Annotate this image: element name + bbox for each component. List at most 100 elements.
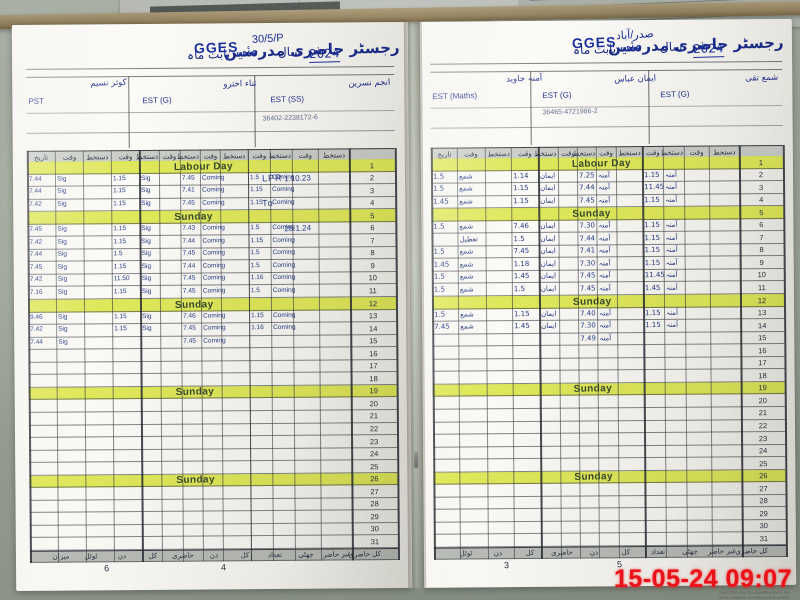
cell-value: آمنہ xyxy=(598,171,611,180)
cell-value: آمنہ xyxy=(599,321,612,330)
cell-value: آمنہ xyxy=(665,258,678,267)
left-staff-1-name: کوثر نسیم xyxy=(89,77,127,89)
row-number: 14 xyxy=(368,323,378,333)
cell-value: Sig xyxy=(57,275,67,283)
column-header-label: وقت xyxy=(599,148,614,158)
cell-value: آمنہ xyxy=(598,233,611,243)
cell-value: ایمان xyxy=(540,234,557,243)
summary-value: 6 xyxy=(103,563,109,574)
row-number: 30 xyxy=(370,524,379,534)
column-header-label: دستخط xyxy=(135,152,159,161)
summary-label: ٹوٹل xyxy=(84,552,98,561)
row-number: 1 xyxy=(758,157,764,167)
column-header-label: دستخط xyxy=(713,147,736,157)
left-year: 2024 xyxy=(309,46,341,64)
row-number: 9 xyxy=(370,261,375,271)
cell-value: 1.5 xyxy=(433,247,445,256)
cell-value: 1.15 xyxy=(113,237,127,245)
column-header-label: تاریخ xyxy=(34,153,49,162)
cell-value: آمنہ xyxy=(598,183,611,192)
row-number: 7 xyxy=(759,232,764,242)
cell-value: 1.15 xyxy=(644,220,661,230)
cell-value: 1.15 xyxy=(249,198,263,207)
cell-value: شمع xyxy=(460,285,474,294)
row-number: 3 xyxy=(369,185,375,195)
row-number: 9 xyxy=(759,258,764,268)
row-number: 27 xyxy=(370,486,379,496)
attendance-register: رجسٹر حاضری مدرسین بابت ماہ مئی سال 2024… xyxy=(6,18,797,592)
left-attendance-grid[interactable]: دستخط وقت دستخط وقت دستخط وقت دستخط وقت دستخط وقت… xyxy=(26,148,400,573)
summary-label: میزان xyxy=(52,552,70,561)
cell-value: آمنہ xyxy=(666,321,679,330)
camera-timestamp: 15-05-24 09:07 xyxy=(614,565,792,593)
cell-value: شمع xyxy=(459,197,474,206)
cell-value: 1.15 xyxy=(113,225,127,233)
row-number: 14 xyxy=(757,320,767,330)
row-number: 29 xyxy=(370,512,379,522)
row-note: LPR xyxy=(261,172,283,184)
cell-value: 1.15 xyxy=(513,184,530,193)
column-header-label: وقت xyxy=(464,149,479,159)
cell-value: Sig xyxy=(141,275,152,283)
cell-value: Sig xyxy=(141,249,152,258)
row-number: 16 xyxy=(758,345,767,355)
cell-value: Sig xyxy=(141,237,152,245)
right-school-code: GGES xyxy=(571,33,617,52)
cell-value: 7.45 xyxy=(182,324,196,333)
cell-value: 1.15 xyxy=(112,187,126,195)
column-header-label: دستخط xyxy=(223,151,246,161)
cell-value: 1.5 xyxy=(250,261,260,269)
cell-value: 1.15 xyxy=(644,258,661,267)
cell-value: Sig xyxy=(142,312,152,320)
cell-value: 7.44 xyxy=(182,237,195,245)
right-staff-2-cnic: 36465-4721986-2 xyxy=(542,107,598,117)
cell-value: آمنہ xyxy=(599,284,612,293)
column-header-label: وقت xyxy=(118,152,133,161)
row-number: 22 xyxy=(369,424,379,434)
row-number: 25 xyxy=(370,461,379,471)
cell-value: ایمان xyxy=(540,259,557,268)
cell-value: 11.45 xyxy=(644,270,666,280)
cell-value: Sig xyxy=(57,238,67,246)
row-number: 17 xyxy=(369,361,378,371)
cell-value: 1.5 xyxy=(250,224,260,232)
right-attendance-grid[interactable]: دستخط وقت دستخط وقت دستخط وقت دستخط وقت دستخط وقت… xyxy=(430,144,788,570)
summary-label: چھٹی xyxy=(682,547,698,556)
cell-value: آمنہ xyxy=(665,270,679,280)
cell-value: 1.15 xyxy=(113,199,126,208)
register-right-page: رجسٹر حاضری مدرسین بابت ماہ مئی سال 2024… xyxy=(419,18,797,588)
cell-value: آمنہ xyxy=(599,258,612,268)
row-number: 4 xyxy=(759,195,764,205)
left-staff-info: انجم نسرین EST (SS) 36402-2238172-6 ثناء… xyxy=(12,74,409,149)
column-header-label: وقت xyxy=(162,152,177,161)
row-number: 5 xyxy=(370,210,375,220)
staple-icon xyxy=(414,451,419,468)
column-header-label: وقت xyxy=(203,151,218,161)
left-school-code: GGES xyxy=(193,38,239,57)
row-number: 27 xyxy=(759,483,768,493)
row-number: 21 xyxy=(758,408,768,418)
left-school-suffix: 30/5/P xyxy=(251,32,285,46)
camera-watermark: MASTER PHOTO CAMERA SHOT ON GPS CAMERA /… xyxy=(719,590,790,600)
cell-value: Sig xyxy=(57,288,67,296)
cell-value: آمنہ xyxy=(599,309,612,318)
cell-value: 7.45 xyxy=(579,196,595,205)
cell-value: 1.5 xyxy=(433,184,445,194)
cell-value: 1.45 xyxy=(644,283,661,292)
right-staff-1-name: آمنہ جاوید xyxy=(506,73,543,85)
row-number: 8 xyxy=(370,248,375,258)
cell-value: 1.14 xyxy=(513,171,529,181)
row-note: To xyxy=(261,198,274,209)
cell-value: آمنہ xyxy=(665,233,678,242)
cell-value: 1.16 xyxy=(250,274,264,282)
cell-value: شمع xyxy=(459,247,474,256)
cell-value: 7.42 xyxy=(29,200,42,208)
cell-value: ایمان xyxy=(541,309,557,318)
cell-value: Sig xyxy=(142,325,152,333)
summary-label: حاضری xyxy=(550,548,573,558)
row-number: 31 xyxy=(759,534,769,544)
cell-value: ایمان xyxy=(540,184,556,193)
cell-value: آمنہ xyxy=(598,246,612,255)
column-header-label: وقت xyxy=(62,152,77,162)
